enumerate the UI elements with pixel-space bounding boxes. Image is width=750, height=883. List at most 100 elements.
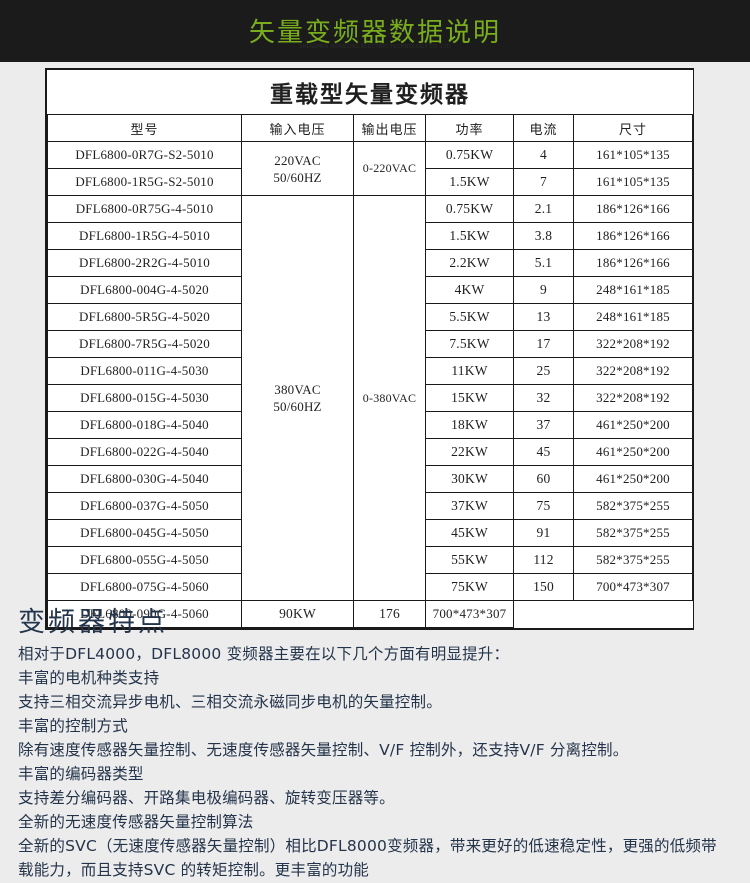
table-title: 重载型矢量变频器 (47, 70, 693, 115)
table-row: DFL6800-011G-4-5030 11KW 25 322*208*192 (47, 357, 694, 385)
cell-size: 186*126*166 (572, 249, 694, 277)
cell-current: 91 (513, 519, 574, 547)
feature-line: 除有速度传感器矢量控制、无速度传感器矢量控制、V/F 控制外，还支持V/F 分离… (18, 741, 629, 759)
cell-size: 161*105*135 (572, 168, 694, 196)
column-header-model: 型号 (47, 114, 242, 142)
cell-input-voltage: 380VAC 50/60HZ (241, 195, 354, 601)
input-voltage-value: 220VAC (274, 152, 321, 168)
feature-line: 丰富的控制方式 (18, 717, 128, 735)
cell-model: DFL6800-090G-4-5060 (47, 600, 242, 628)
cell-size: 582*375*255 (572, 519, 694, 547)
table-row: DFL6800-1R5G-S2-5010 1.5KW 7 161*105*135 (47, 168, 694, 196)
cell-power: 1.5KW (425, 168, 514, 196)
cell-current: 75 (513, 492, 574, 520)
table-row: DFL6800-037G-4-5050 37KW 75 582*375*255 (47, 492, 694, 520)
cell-size: 322*208*192 (572, 384, 694, 412)
cell-model: DFL6800-022G-4-5040 (47, 438, 242, 466)
input-voltage-value: 380VAC (274, 382, 321, 397)
cell-size: 582*375*255 (572, 546, 694, 574)
cell-current: 5.1 (513, 249, 574, 277)
cell-current: 60 (513, 465, 574, 493)
cell-current: 25 (513, 357, 574, 385)
cell-model: DFL6800-018G-4-5040 (47, 411, 242, 439)
table-row: DFL6800-1R5G-4-5010 1.5KW 3.8 186*126*166 (47, 222, 694, 250)
cell-size: 461*250*200 (572, 438, 694, 466)
cell-current: 3.8 (513, 222, 574, 250)
cell-power: 45KW (425, 519, 514, 547)
column-header-input-voltage: 输入电压 (241, 114, 354, 142)
cell-size: 322*208*192 (572, 330, 694, 358)
page-title: 矢量变频器数据说明 (248, 18, 501, 48)
column-header-current: 电流 (513, 114, 574, 142)
table-row: DFL6800-0R75G-4-5010 380VAC 50/60HZ 0-380VA… (47, 195, 694, 601)
table-row: DFL6800-075G-4-5060 75KW 150 700*473*307 (47, 573, 694, 601)
cell-model: DFL6800-030G-4-5040 (47, 465, 242, 493)
features-section: 变频器特点 相对于DFL4000，DFL8000 变频器主要在以下几个方面有明显… (18, 606, 750, 882)
feature-line: 支持三相交流异步电机、三相交流永磁同步电机的矢量控制。 (18, 693, 442, 711)
cell-current: 45 (513, 438, 574, 466)
cell-size: 322*208*192 (572, 357, 694, 385)
cell-power: 22KW (425, 438, 514, 466)
cell-size: 582*375*255 (572, 492, 694, 520)
page-header-banner: 矢量变频器数据说明 SHENZHEN DONGLING ELECTRIC TEC… (0, 0, 750, 62)
inverter-spec-table: 重载型矢量变频器 型号 输入电压 输出电压 功率 电流 尺寸 DFL6800-0… (47, 70, 694, 628)
table-row: DFL6800-090G-4-5060 90KW 176 700*473*307 (47, 600, 693, 628)
cell-size: 700*473*307 (425, 600, 514, 628)
cell-model: DFL6800-0R7G-S2-5010 (47, 141, 242, 169)
cell-input-voltage: 220VAC 50/60HZ (241, 141, 354, 196)
features-text-block: 相对于DFL4000，DFL8000 变频器主要在以下几个方面有明显提升： 丰富的… (18, 642, 750, 882)
cell-model: DFL6800-1R5G-4-5010 (47, 222, 242, 250)
cell-output-voltage: 0-220VAC (353, 141, 426, 196)
cell-power: 37KW (425, 492, 514, 520)
cell-size: 248*161*185 (572, 276, 694, 304)
cell-power: 30KW (425, 465, 514, 493)
cell-model: DFL6800-015G-4-5030 (47, 384, 242, 412)
table-row: DFL6800-018G-4-5040 18KW 37 461*250*200 (47, 411, 694, 439)
feature-line: 全新的SVC（无速度传感器矢量控制）相比DFL8000变频器，带来更好的低速稳定… (18, 837, 717, 855)
cell-current: 4 (513, 141, 574, 169)
cell-power: 18KW (425, 411, 514, 439)
cell-size: 700*473*307 (572, 573, 694, 601)
cell-model: DFL6800-055G-4-5050 (47, 546, 242, 574)
page-subtitle: SHENZHEN DONGLING ELECTRIC TECHNOLOGY CO… (298, 44, 452, 50)
column-header-output-voltage: 输出电压 (353, 114, 426, 142)
cell-model: DFL6800-1R5G-S2-5010 (47, 168, 242, 196)
table-row: DFL6800-045G-4-5050 45KW 91 582*375*255 (47, 519, 694, 547)
cell-current: 2.1 (513, 195, 574, 223)
spec-table-container: 重载型矢量变频器 型号 输入电压 输出电压 功率 电流 尺寸 DFL6800-0… (45, 68, 694, 630)
column-header-power: 功率 (425, 114, 514, 142)
cell-power: 2.2KW (425, 249, 514, 277)
cell-power: 11KW (425, 357, 514, 385)
cell-power: 0.75KW (425, 195, 514, 223)
cell-model: DFL6800-004G-4-5020 (47, 276, 242, 304)
cell-power: 7.5KW (425, 330, 514, 358)
cell-power: 0.75KW (425, 141, 514, 169)
feature-line: 载能力，而且支持SVC 的转矩控制。更丰富的功能 (18, 861, 369, 879)
table-row: DFL6800-022G-4-5040 22KW 45 461*250*200 (47, 438, 694, 466)
cell-size: 186*126*166 (572, 195, 694, 223)
cell-power: 55KW (425, 546, 514, 574)
cell-size: 461*250*200 (572, 465, 694, 493)
cell-power: 75KW (425, 573, 514, 601)
feature-line: 丰富的电机种类支持 (18, 669, 160, 687)
cell-model: DFL6800-037G-4-5050 (47, 492, 242, 520)
cell-model: DFL6800-0R75G-4-5010 (47, 195, 242, 223)
cell-current: 13 (513, 303, 574, 331)
cell-size: 161*105*135 (572, 141, 694, 169)
cell-size: 186*126*166 (572, 222, 694, 250)
feature-line: 支持差分编码器、开路集电极编码器、旋转变压器等。 (18, 789, 395, 807)
input-frequency-value: 50/60HZ (273, 169, 322, 185)
cell-current: 17 (513, 330, 574, 358)
cell-current: 37 (513, 411, 574, 439)
table-title-row: 重载型矢量变频器 (47, 70, 693, 115)
cell-size: 461*250*200 (572, 411, 694, 439)
input-frequency-value: 50/60HZ (273, 399, 322, 414)
features-heading: 变频器特点 (18, 607, 168, 638)
cell-power: 4KW (425, 276, 514, 304)
table-row: DFL6800-0R7G-S2-5010 220VAC 50/60HZ 0-220VA… (47, 141, 694, 196)
cell-size: 248*161*185 (572, 303, 694, 331)
column-header-size: 尺寸 (572, 114, 694, 142)
cell-current: 150 (513, 573, 574, 601)
cell-current: 7 (513, 168, 574, 196)
feature-line: 相对于DFL4000，DFL8000 变频器主要在以下几个方面有明显提升： (18, 645, 510, 663)
